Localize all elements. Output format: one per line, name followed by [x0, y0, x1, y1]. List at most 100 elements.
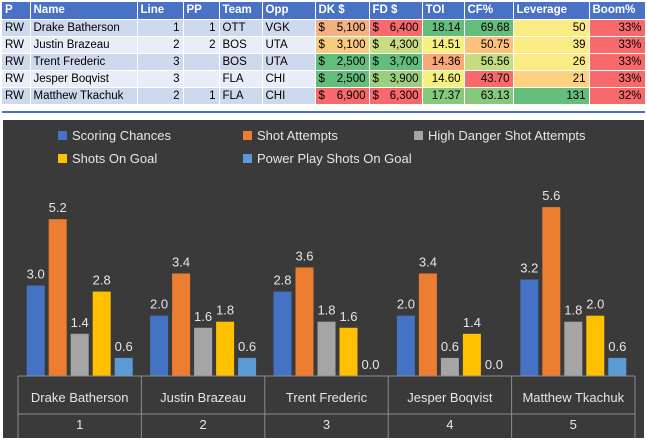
- header-leverage[interactable]: Leverage: [513, 2, 590, 20]
- header-position[interactable]: P: [2, 2, 31, 20]
- cell-dk: $2,500: [315, 53, 370, 71]
- bar[interactable]: [586, 315, 605, 376]
- bar[interactable]: [172, 273, 191, 376]
- bar-chart-svg: Scoring Chances Shot Attempts High Danger …: [17, 128, 636, 438]
- legend-label: Shots On Goal: [72, 151, 157, 166]
- cell-fd: $6,300: [369, 87, 423, 105]
- cell-pp: 1: [183, 87, 220, 105]
- category-index-label: 4: [446, 417, 453, 432]
- bar[interactable]: [418, 273, 437, 376]
- cell-opp: UTA: [262, 36, 316, 54]
- category-index-label: 5: [570, 417, 577, 432]
- bar[interactable]: [194, 327, 213, 376]
- bar[interactable]: [114, 357, 133, 376]
- bar[interactable]: [317, 321, 336, 376]
- header-opp[interactable]: Opp: [262, 2, 316, 20]
- table-header-row: P Name Line PP Team Opp DK $ FD $ TOI CF…: [2, 2, 646, 20]
- bar[interactable]: [295, 267, 314, 376]
- cell-opp: VGK: [262, 19, 316, 37]
- legend-label: Shot Attempts: [257, 128, 338, 143]
- bar[interactable]: [238, 357, 257, 376]
- bar[interactable]: [462, 333, 481, 376]
- table-row: RW Jesper Boqvist 3 FLA CHI $2,500 $3,900 14.60…: [2, 70, 646, 88]
- bar-value-label: 2.8: [93, 273, 111, 288]
- currency-symbol: $: [372, 55, 379, 68]
- table-row: RW Drake Batherson 1 1 OTT VGK $5,100 $6,400 18.…: [2, 19, 646, 37]
- salary-value: 2,500: [336, 55, 366, 68]
- bar[interactable]: [396, 315, 415, 376]
- salary-value: 3,100: [336, 38, 366, 51]
- bar[interactable]: [216, 321, 235, 376]
- salary-value: 3,700: [389, 55, 419, 68]
- header-boom-pct[interactable]: Boom%: [589, 2, 646, 20]
- cell-dk: $3,100: [315, 36, 370, 54]
- bar-value-label: 0.6: [238, 339, 256, 354]
- cell-cf: 50.75: [464, 36, 514, 54]
- header-dk-salary[interactable]: DK $: [315, 2, 370, 20]
- bar[interactable]: [26, 285, 45, 376]
- bar-value-label: 2.8: [273, 273, 291, 288]
- cell-line: 1: [137, 19, 184, 37]
- category-name-label: Drake Batherson: [31, 390, 129, 405]
- header-team[interactable]: Team: [219, 2, 263, 20]
- bar[interactable]: [48, 219, 67, 376]
- bar[interactable]: [440, 357, 459, 376]
- header-pp[interactable]: PP: [183, 2, 220, 20]
- category-index-label: 3: [323, 417, 330, 432]
- cell-boom: 33%: [589, 19, 646, 37]
- currency-symbol: $: [372, 89, 379, 102]
- cell-fd: $3,900: [369, 70, 423, 88]
- salary-value: 6,300: [389, 89, 419, 102]
- table-row: RW Justin Brazeau 2 2 BOS UTA $3,100 $4,300 14.5…: [2, 36, 646, 54]
- header-cf-pct[interactable]: CF%: [464, 2, 514, 20]
- cell-opp: CHI: [262, 70, 316, 88]
- bar[interactable]: [608, 357, 627, 376]
- bar[interactable]: [70, 333, 89, 376]
- salary-value: 3,900: [389, 72, 419, 85]
- legend-swatch: [243, 154, 252, 163]
- header-toi[interactable]: TOI: [422, 2, 465, 20]
- legend-swatch: [58, 154, 67, 163]
- cell-name: Justin Brazeau: [30, 36, 138, 54]
- cell-leverage: 50: [513, 19, 590, 37]
- bar[interactable]: [542, 207, 561, 376]
- cell-pos: RW: [2, 70, 31, 88]
- bar-value-label: 0.0: [485, 357, 503, 372]
- cell-pp: [183, 53, 220, 71]
- cell-leverage: 21: [513, 70, 590, 88]
- cell-cf: 56.56: [464, 53, 514, 71]
- table-bottom-border: [2, 111, 645, 113]
- cell-toi: 18.14: [422, 19, 465, 37]
- currency-symbol: $: [372, 21, 379, 34]
- cell-team: FLA: [219, 87, 263, 105]
- legend-label: Scoring Chances: [72, 128, 171, 143]
- bar[interactable]: [150, 315, 169, 376]
- cell-boom: 32%: [589, 87, 646, 105]
- cell-boom: 33%: [589, 36, 646, 54]
- bar[interactable]: [520, 279, 539, 376]
- cell-fd: $6,400: [369, 19, 423, 37]
- bar-value-label: 2.0: [586, 297, 604, 312]
- cell-cf: 69.68: [464, 19, 514, 37]
- bar[interactable]: [339, 327, 358, 376]
- cell-leverage: 39: [513, 36, 590, 54]
- bar-value-label: 0.6: [608, 339, 626, 354]
- cell-toi: 14.60: [422, 70, 465, 88]
- salary-value: 2,500: [336, 72, 366, 85]
- bar[interactable]: [92, 291, 111, 376]
- bar[interactable]: [273, 291, 292, 376]
- bar[interactable]: [564, 321, 583, 376]
- cell-name: Trent Frederic: [30, 53, 138, 71]
- cell-dk: $2,500: [315, 70, 370, 88]
- bar-value-label: 1.4: [71, 315, 89, 330]
- cell-pp: 1: [183, 19, 220, 37]
- bar-value-label: 1.6: [339, 309, 357, 324]
- salary-value: 4,300: [389, 38, 419, 51]
- legend-swatch: [414, 131, 423, 140]
- header-line[interactable]: Line: [137, 2, 184, 20]
- header-name[interactable]: Name: [30, 2, 138, 20]
- header-fd-salary[interactable]: FD $: [369, 2, 423, 20]
- bar-value-label: 5.2: [49, 200, 67, 215]
- bar-value-label: 3.4: [172, 254, 190, 269]
- category-name-label: Jesper Boqvist: [407, 390, 493, 405]
